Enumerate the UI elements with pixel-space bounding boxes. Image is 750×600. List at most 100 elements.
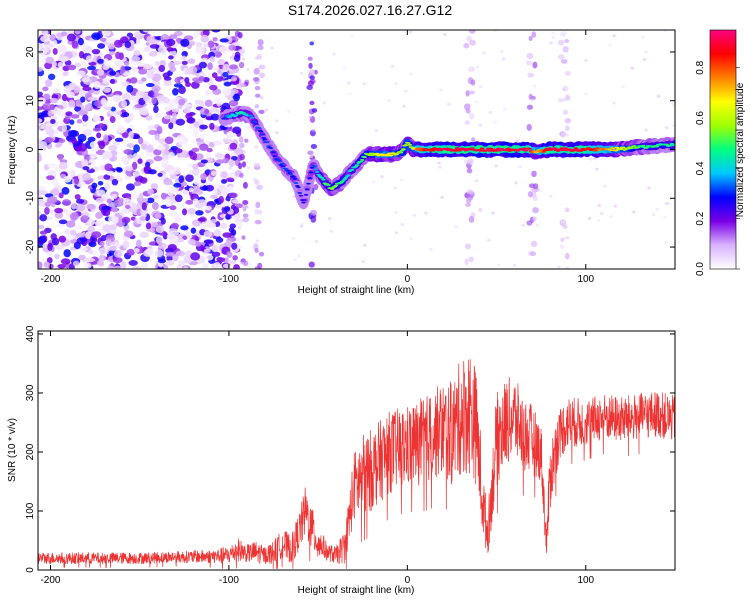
spectrogram-noise-blob (108, 144, 118, 151)
spectrogram-faint-blob (475, 65, 480, 69)
spectrogram-noise-blob (148, 124, 155, 130)
spectrogram-ridge-cell (308, 171, 314, 174)
spectrogram-streak-blob (466, 168, 473, 174)
spectrogram-noise-blob (96, 132, 102, 139)
spectrogram-noise-blob (86, 218, 95, 226)
spectrogram-ridge-cell (261, 136, 266, 139)
spectrogram-noise-blob (192, 163, 199, 170)
spectrogram-ridge-cell (321, 178, 326, 181)
spectrogram-noise-blob (63, 249, 71, 258)
spectrogram-noise-blob (88, 61, 97, 66)
spectrogram-ridge-cell (326, 184, 331, 186)
snr-axes: -200 -100 0 100 0 100 200 300 400 (25, 325, 675, 586)
spectrogram-noise-blob (92, 116, 102, 123)
spectrogram-noise-blob (75, 70, 86, 76)
spectrogram-noise-blob (195, 41, 203, 48)
spectrogram-noise-blob (121, 208, 129, 214)
snr-ytick-label: 100 (25, 502, 36, 519)
spectrogram-noise-blob (49, 209, 56, 215)
spectrogram-ridge-cell (431, 149, 436, 152)
spectrogram-noise-blob (175, 250, 185, 257)
spectrogram-streak-blob (256, 184, 263, 190)
spectrogram-streak-blob (564, 125, 570, 131)
spectrogram-noise-blob (44, 44, 50, 53)
spectrogram-noise-blob (57, 263, 66, 269)
spectrogram-faint-blob (518, 165, 522, 169)
spectrogram-noise-blob (66, 33, 77, 42)
spectrogram-noise-blob (58, 235, 67, 243)
spectrogram-noise-blob (200, 221, 207, 230)
spectrogram-faint-blob (342, 66, 347, 70)
spectrogram-faint-blob (478, 123, 483, 127)
spectrogram-noise-blob (222, 232, 232, 238)
spectrogram-noise-blob (110, 106, 116, 112)
spectrogram-streak-blob (308, 261, 315, 268)
spectrogram-noise-blob (184, 76, 190, 84)
spectrogram-noise-blob (156, 126, 163, 135)
spectrogram-noise-blob (74, 30, 81, 35)
spectrogram-streak-blob (238, 136, 244, 143)
spectrogram-noise-blob (58, 219, 68, 225)
spectrogram-noise-blob (44, 201, 52, 207)
spectrogram-noise-blob (102, 78, 110, 84)
spectrogram-noise-blob (123, 149, 134, 155)
spectrogram-noise-blob (122, 71, 131, 76)
spectrogram-noise-blob (226, 131, 232, 139)
spectrogram-noise-blob (236, 203, 243, 209)
spectrogram-faint-blob (314, 239, 319, 243)
spectrogram-noise-blob (200, 159, 208, 164)
spectrogram-noise-blob (113, 39, 124, 48)
spectrogram-noise-blob (154, 132, 160, 141)
spectrogram-noise-blob (44, 137, 54, 143)
spectrogram-ridge-cell (281, 165, 286, 168)
spectrogram-noise-blob (213, 262, 221, 269)
spectrogram-streak-blob (310, 209, 317, 216)
spectrogram-streak-blob (530, 240, 538, 248)
spectrogram-noise-blob (97, 175, 105, 180)
spectrogram-noise-blob (228, 44, 237, 51)
spectrogram-noise-blob (43, 93, 51, 101)
spectrogram-noise-blob (62, 71, 69, 77)
spectrogram-faint-blob (309, 154, 313, 158)
spectrogram-noise-blob (109, 116, 116, 124)
spectrogram-noise-blob (139, 263, 147, 269)
spectrogram-faint-blob (393, 186, 398, 190)
spectrogram-noise-blob (133, 248, 140, 253)
spectrogram-faint-blob (346, 81, 351, 85)
spectrogram-streak-blob (309, 75, 315, 80)
spectrogram-faint-blob (386, 99, 391, 103)
spectrogram-noise-blob (107, 43, 116, 50)
spectrogram-ridge-cell (384, 154, 390, 157)
spectrogram-ridge-cell (403, 144, 409, 146)
spectrogram-noise-blob (130, 55, 141, 62)
spectrogram-faint-blob (442, 32, 447, 36)
spectrogram-streak-blob (532, 207, 539, 214)
spectrogram-noise-blob (157, 258, 167, 264)
spectrogram-faint-blob (287, 109, 291, 113)
spectrogram-faint-blob (369, 143, 374, 147)
spectrogram-noise-blob (214, 51, 222, 58)
spectrogram-noise-blob (95, 197, 104, 203)
spectrogram-noise-blob (158, 64, 166, 72)
spectrogram-noise-blob (210, 219, 218, 224)
spectrogram-streak-blob (313, 183, 319, 191)
spectrogram-noise-blob (147, 188, 154, 195)
spectrogram-noise-blob (97, 123, 105, 129)
spectrogram-noise-blob (202, 263, 209, 269)
spectrogram-noise-blob (128, 112, 134, 121)
spectrogram-faint-blob (237, 226, 242, 230)
spectrogram-faint-blob (254, 56, 259, 60)
spectrogram-noise-blob (69, 212, 79, 221)
spectrogram-noise-blob (113, 265, 122, 269)
spectrogram-faint-blob (588, 157, 593, 161)
spectrogram-noise-blob (126, 142, 135, 148)
spectrogram-streak-blob (466, 189, 474, 195)
spectrogram-noise-blob (143, 249, 153, 257)
spectrogram-noise-blob (191, 219, 201, 227)
spectrogram-faint-blob (486, 238, 491, 242)
spectrogram-ridge-cell (272, 155, 278, 158)
spectrogram-faint-blob (400, 223, 405, 227)
spectrogram-noise-blob (149, 44, 160, 49)
spectrogram-noise-blob (61, 186, 70, 195)
